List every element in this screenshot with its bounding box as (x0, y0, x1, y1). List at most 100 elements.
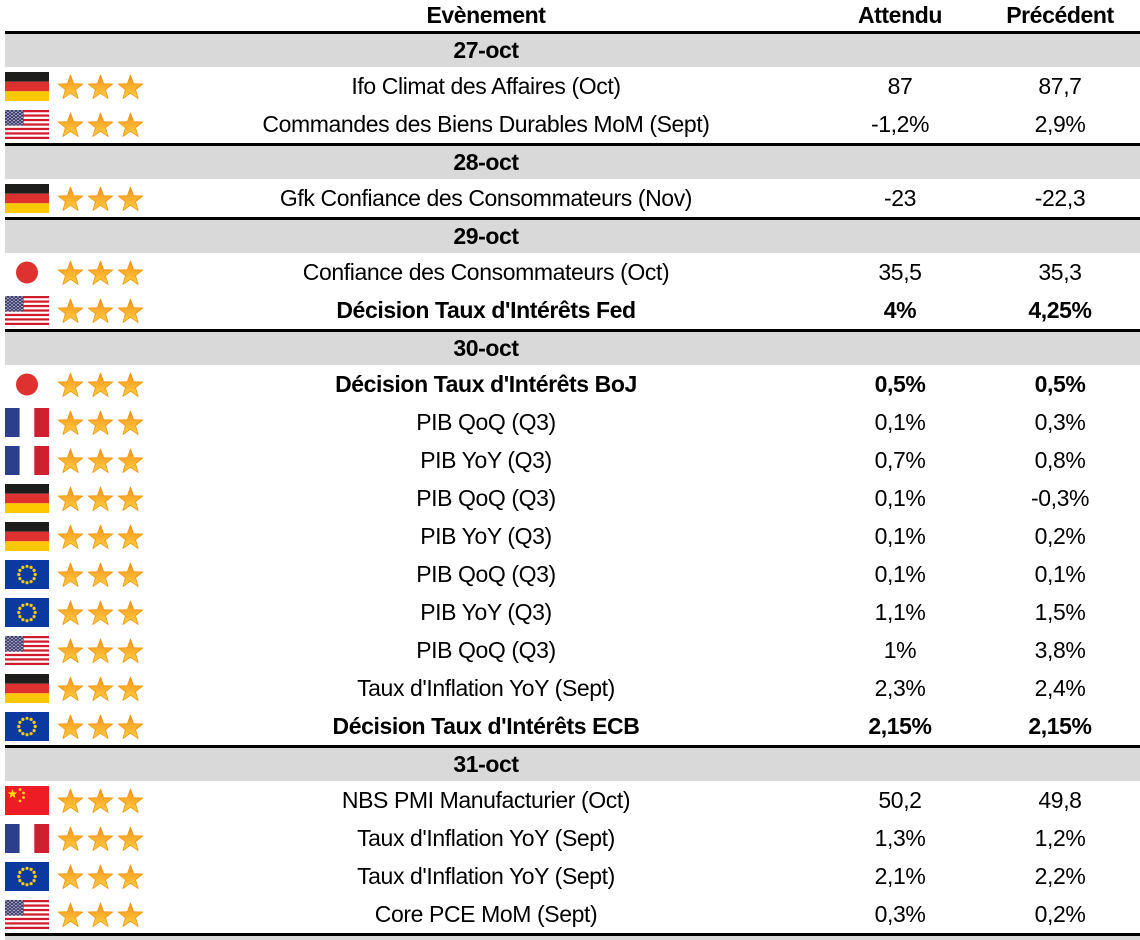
star-icon (87, 298, 114, 323)
star-icon (57, 186, 84, 211)
usa-flag-icon (5, 635, 49, 665)
star-icon (87, 902, 114, 927)
star-rating (57, 365, 152, 403)
date-label: 31-oct (453, 751, 519, 777)
star-icon (57, 74, 84, 99)
star-rating (57, 67, 152, 105)
germany-flag-icon (5, 521, 49, 551)
event-label: PIB YoY (Q3) (420, 522, 552, 549)
event-row: PIB QoQ (Q3) 0,1% 0,1% (5, 555, 1140, 593)
star-rating (57, 631, 152, 669)
event-row: PIB YoY (Q3) 0,1% 0,2% (5, 517, 1140, 555)
previous-value: 2,9% (1034, 110, 1086, 137)
event-row: Décision Taux d'Intérêts Fed 4% 4,25% (5, 291, 1140, 329)
star-rating (57, 441, 152, 479)
flag-cell (5, 707, 57, 745)
flag-cell (5, 593, 57, 631)
star-icon (87, 448, 114, 473)
flag-cell (5, 67, 57, 105)
event-row: Taux d'Inflation YoY (Sept) 2,1% 2,2% (5, 857, 1140, 895)
usa-flag-icon (5, 295, 49, 325)
star-icon (57, 260, 84, 285)
flag-cell (5, 669, 57, 707)
star-icon (117, 74, 144, 99)
expected-value: 87 (887, 72, 913, 99)
japan-flag-icon (5, 257, 49, 287)
star-rating (57, 895, 152, 933)
star-icon (117, 410, 144, 435)
star-icon (57, 524, 84, 549)
event-label: PIB QoQ (Q3) (416, 636, 556, 663)
previous-value: 1,5% (1034, 598, 1086, 625)
star-icon (87, 486, 114, 511)
event-label: Taux d'Inflation YoY (Sept) (357, 674, 615, 701)
star-icon (117, 676, 144, 701)
japan-flag-icon (5, 369, 49, 399)
star-icon (87, 864, 114, 889)
expected-value: 2,3% (874, 674, 926, 701)
star-icon (117, 788, 144, 813)
germany-flag-icon (5, 673, 49, 703)
expected-value: 0,3% (874, 900, 926, 927)
date-label: 29-oct (453, 223, 519, 249)
expected-value: 35,5 (878, 258, 922, 285)
star-rating (57, 179, 152, 217)
star-icon (57, 486, 84, 511)
date-label: 28-oct (453, 149, 519, 175)
header-stars-spacer (57, 0, 152, 31)
flag-cell (5, 479, 57, 517)
star-icon (87, 372, 114, 397)
flag-cell (5, 441, 57, 479)
star-icon (117, 826, 144, 851)
event-row: Ifo Climat des Affaires (Oct) 87 87,7 (5, 67, 1140, 105)
event-label: Gfk Confiance des Consommateurs (Nov) (279, 184, 693, 211)
star-rating (57, 819, 152, 857)
table-body: 27-oct Ifo Climat des Affaires (Oct) 87 87,… (5, 31, 1140, 933)
event-row: Décision Taux d'Intérêts BoJ 0,5% 0,5% (5, 365, 1140, 403)
star-icon (87, 638, 114, 663)
event-label: Ifo Climat des Affaires (Oct) (351, 72, 621, 99)
expected-value: 0,1% (874, 484, 926, 511)
flag-cell (5, 179, 57, 217)
star-icon (57, 714, 84, 739)
star-icon (57, 600, 84, 625)
france-flag-icon (5, 407, 49, 437)
expected-value: 50,2 (878, 786, 922, 813)
star-icon (87, 788, 114, 813)
event-row: PIB QoQ (Q3) 0,1% -0,3% (5, 479, 1140, 517)
event-label: Décision Taux d'Intérêts Fed (336, 296, 636, 323)
previous-value: 3,8% (1034, 636, 1086, 663)
star-icon (57, 298, 84, 323)
previous-value: -0,3% (1030, 484, 1090, 511)
star-icon (117, 902, 144, 927)
previous-value: 2,15% (1028, 712, 1092, 739)
star-icon (117, 714, 144, 739)
star-rating (57, 707, 152, 745)
star-rating (57, 403, 152, 441)
previous-value: 0,1% (1034, 560, 1086, 587)
event-label: Décision Taux d'Intérêts ECB (332, 712, 640, 739)
event-row: Commandes des Biens Durables MoM (Sept) -… (5, 105, 1140, 143)
expected-value: 1,1% (874, 598, 926, 625)
star-rating (57, 517, 152, 555)
flag-cell (5, 631, 57, 669)
star-icon (117, 186, 144, 211)
event-row: PIB QoQ (Q3) 1% 3,8% (5, 631, 1140, 669)
star-icon (57, 864, 84, 889)
flag-cell (5, 365, 57, 403)
star-icon (87, 600, 114, 625)
star-icon (57, 676, 84, 701)
star-icon (117, 112, 144, 137)
event-label: Commandes des Biens Durables MoM (Sept) (262, 110, 710, 137)
usa-flag-icon (5, 899, 49, 929)
star-rating (57, 781, 152, 819)
expected-value: 2,15% (868, 712, 932, 739)
flag-cell (5, 895, 57, 933)
event-row: Décision Taux d'Intérêts ECB 2,15% 2,15% (5, 707, 1140, 745)
star-icon (117, 260, 144, 285)
event-label: PIB YoY (Q3) (420, 446, 552, 473)
france-flag-icon (5, 823, 49, 853)
star-icon (57, 562, 84, 587)
event-label: PIB QoQ (Q3) (416, 484, 556, 511)
event-row: Core PCE MoM (Sept) 0,3% 0,2% (5, 895, 1140, 933)
